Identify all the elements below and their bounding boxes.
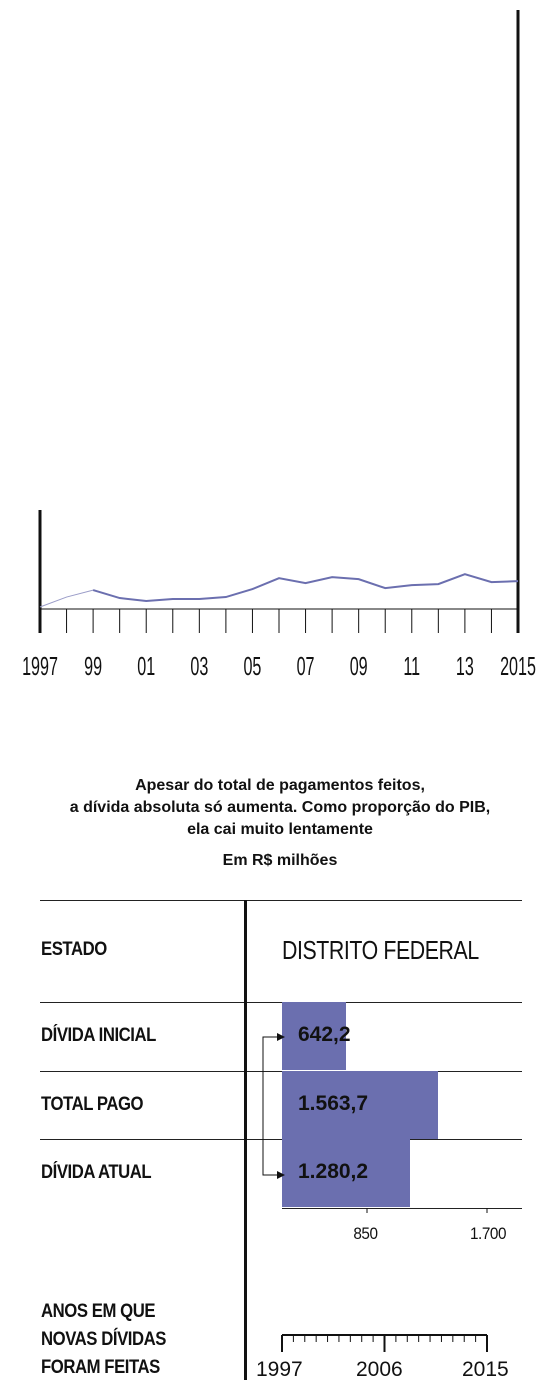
year-label-1997: 1997 (256, 1358, 303, 1381)
table-top-rule (40, 900, 522, 901)
bar-divida-inicial (282, 1002, 347, 1070)
chart-subtitle: Em R$ milhões (222, 852, 338, 869)
bar-total-pago (282, 1071, 439, 1139)
bar-axis-line (282, 1208, 522, 1209)
value-total-pago: 1.563,7 (298, 1092, 369, 1115)
bracket-arrow (262, 1033, 285, 1179)
x-tick-label: 07 (297, 651, 315, 681)
year-ruler (281, 1334, 488, 1352)
axis-label-850: 850 (353, 1224, 378, 1243)
year-label-2015: 2015 (462, 1358, 509, 1381)
series-line-start (39, 589, 94, 608)
year-label-2006: 2006 (356, 1358, 403, 1381)
years-label-line: ANOS EM QUE (41, 1301, 156, 1322)
row-divider (40, 1002, 522, 1003)
header-label: ESTADO (41, 939, 107, 960)
row-label-divida-inicial: DÍVIDA INICIAL (41, 1025, 156, 1046)
x-tick-label: 01 (137, 651, 155, 681)
x-tick-label: 03 (190, 651, 208, 681)
line-chart: 1997 99 01 03 05 07 09 11 13 2015 (22, 10, 536, 681)
x-tick-label: 05 (243, 651, 261, 681)
title-line: Apesar do total de pagamentos feitos, (135, 777, 425, 794)
x-tick-label: 11 (403, 651, 420, 681)
years-label-line: NOVAS DÍVIDAS (41, 1329, 166, 1350)
row-label-divida-atual: DÍVIDA ATUAL (41, 1162, 152, 1183)
x-axis-ticks (39, 609, 519, 633)
table-column-divider (244, 900, 247, 1380)
x-tick-labels: 1997 99 01 03 05 07 09 11 13 2015 (22, 651, 536, 681)
line-series (39, 573, 519, 608)
x-tick-label: 13 (456, 651, 474, 681)
x-tick-label: 99 (84, 651, 102, 681)
row-divider (40, 1071, 522, 1072)
series-line (92, 573, 519, 603)
state-name: DISTRITO FEDERAL (282, 935, 479, 965)
row-divider (40, 1139, 522, 1140)
x-tick-label: 09 (350, 651, 368, 681)
chart-title: Apesar do total de pagamentos feitos, a … (0, 775, 560, 841)
axis-label-1700: 1.700 (470, 1224, 507, 1243)
row-label-total-pago: TOTAL PAGO (41, 1094, 144, 1115)
year-ruler-ticks (281, 1335, 488, 1352)
years-label: ANOS EM QUE NOVAS DÍVIDAS FORAM FEITAS (41, 1298, 166, 1382)
title-line: ela cai muito lentamente (187, 821, 373, 838)
x-tick-label: 2015 (500, 651, 536, 681)
bar-divida-atual (282, 1139, 411, 1207)
value-divida-inicial: 642,2 (298, 1023, 351, 1046)
value-divida-atual: 1.280,2 (298, 1160, 369, 1183)
years-label-line: FORAM FEITAS (41, 1357, 160, 1378)
x-tick-label: 1997 (22, 651, 58, 681)
title-line: a dívida absoluta só aumenta. Como propo… (69, 799, 491, 816)
bar-axis-ticks (366, 1208, 488, 1213)
